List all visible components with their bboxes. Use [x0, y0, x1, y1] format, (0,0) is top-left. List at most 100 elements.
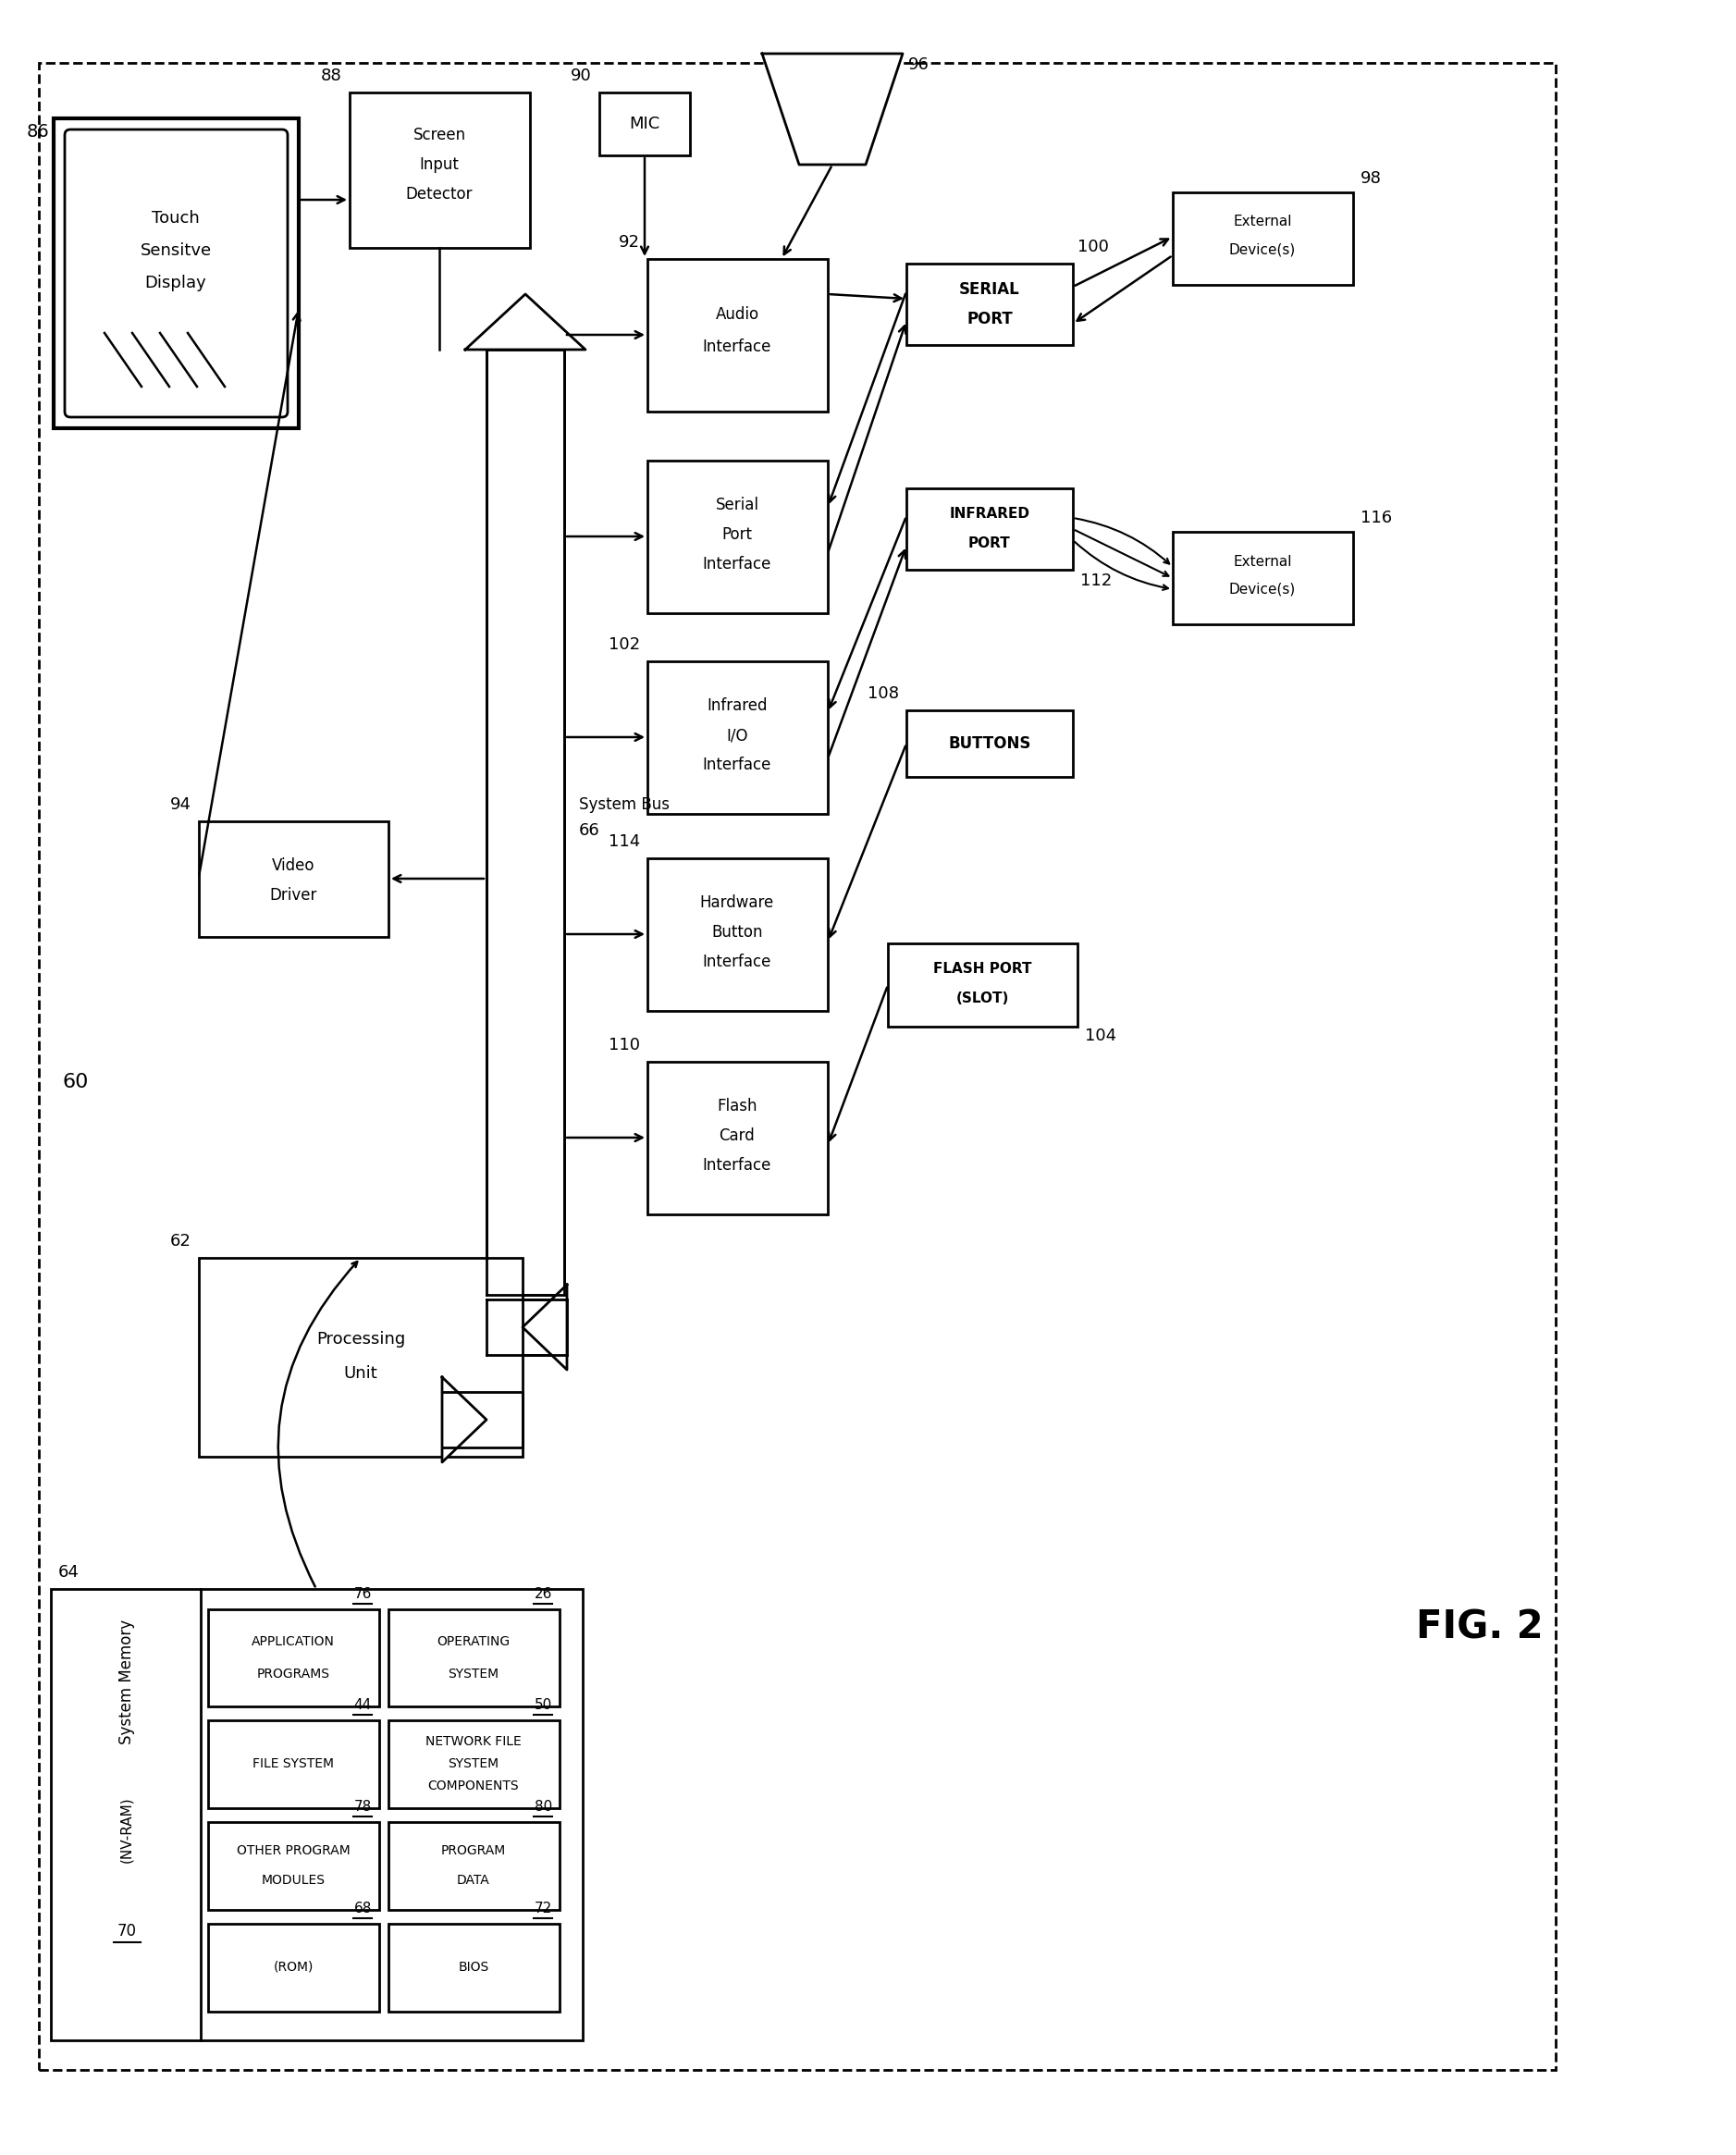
Bar [648, 662, 828, 815]
Text: Screen: Screen [413, 127, 465, 144]
Text: Input: Input [420, 157, 458, 172]
Bar [208, 1720, 378, 1808]
Text: 86: 86 [26, 123, 49, 140]
Text: PROGRAMS: PROGRAMS [257, 1668, 330, 1681]
Text: 66: 66 [580, 823, 601, 838]
Text: (SLOT): (SLOT) [957, 991, 1009, 1006]
Text: 104: 104 [1085, 1028, 1116, 1045]
Text: 110: 110 [609, 1037, 641, 1054]
Bar [200, 1259, 523, 1457]
Text: 100: 100 [1078, 239, 1109, 254]
Text: INFRARED: INFRARED [950, 506, 1029, 522]
Text: Unit: Unit [344, 1364, 378, 1381]
Text: Audio: Audio [715, 306, 759, 323]
Bar [486, 349, 564, 1295]
Text: 98: 98 [1361, 170, 1382, 187]
Text: 96: 96 [908, 56, 929, 73]
Text: 26: 26 [535, 1588, 552, 1601]
Text: 102: 102 [608, 636, 641, 653]
Text: Device(s): Device(s) [1229, 244, 1295, 256]
Text: Interface: Interface [703, 338, 771, 356]
Text: 50: 50 [535, 1698, 552, 1713]
Text: FLASH PORT: FLASH PORT [932, 963, 1031, 976]
Bar [349, 93, 529, 248]
Bar [389, 1720, 559, 1808]
Bar [389, 1821, 559, 1909]
Text: External: External [1233, 216, 1292, 228]
Text: Button: Button [712, 924, 762, 940]
Bar [1174, 532, 1352, 625]
Text: Port: Port [722, 526, 752, 543]
Text: Interface: Interface [703, 556, 771, 573]
Bar [486, 1299, 568, 1355]
Text: OPERATING: OPERATING [437, 1636, 510, 1649]
Bar [389, 1924, 559, 2011]
Text: (NV-RAM): (NV-RAM) [120, 1797, 134, 1862]
Text: Interface: Interface [703, 756, 771, 774]
Text: 116: 116 [1361, 509, 1392, 526]
Text: Processing: Processing [316, 1332, 404, 1347]
Bar [54, 119, 299, 429]
Text: 76: 76 [354, 1588, 372, 1601]
Text: Serial: Serial [715, 496, 759, 513]
Polygon shape [465, 293, 585, 349]
Bar [200, 821, 389, 937]
Text: 60: 60 [62, 1073, 89, 1090]
Text: 70: 70 [116, 1922, 137, 1940]
Text: (ROM): (ROM) [273, 1961, 312, 1974]
Bar [887, 944, 1078, 1026]
Bar [208, 1821, 378, 1909]
Text: NETWORK FILE: NETWORK FILE [425, 1735, 521, 1748]
Text: Sensitve: Sensitve [141, 241, 212, 259]
Text: MIC: MIC [628, 116, 660, 131]
Text: Device(s): Device(s) [1229, 582, 1295, 597]
Bar [648, 259, 828, 412]
Bar [208, 1924, 378, 2011]
Bar [906, 489, 1073, 569]
Text: Hardware: Hardware [700, 894, 774, 912]
Text: 112: 112 [1080, 573, 1113, 588]
Bar [906, 263, 1073, 345]
Text: FIG. 2: FIG. 2 [1417, 1608, 1543, 1646]
Text: BIOS: BIOS [458, 1961, 490, 1974]
Text: Flash: Flash [717, 1097, 757, 1114]
Text: SYSTEM: SYSTEM [448, 1668, 498, 1681]
Text: COMPONENTS: COMPONENTS [429, 1780, 519, 1793]
Text: 62: 62 [170, 1233, 191, 1250]
Bar [648, 461, 828, 614]
Text: MODULES: MODULES [262, 1875, 325, 1888]
Text: 108: 108 [868, 685, 899, 703]
Bar [599, 93, 689, 155]
Bar [648, 1062, 828, 1215]
Text: SERIAL: SERIAL [960, 280, 1021, 297]
Text: 68: 68 [354, 1903, 372, 1916]
Text: System Bus: System Bus [580, 797, 670, 812]
Text: 92: 92 [618, 235, 641, 250]
Polygon shape [443, 1377, 486, 1463]
Bar [50, 1588, 583, 2041]
Text: Driver: Driver [269, 888, 318, 903]
Text: Card: Card [719, 1127, 755, 1144]
Polygon shape [523, 1284, 568, 1371]
Text: Interface: Interface [703, 953, 771, 970]
Text: 64: 64 [59, 1565, 80, 1580]
Bar [1174, 192, 1352, 284]
Bar [38, 62, 1555, 2071]
Text: 44: 44 [354, 1698, 372, 1713]
Text: PROGRAM: PROGRAM [441, 1845, 505, 1858]
Text: OTHER PROGRAM: OTHER PROGRAM [236, 1845, 351, 1858]
Text: SYSTEM: SYSTEM [448, 1756, 498, 1769]
Text: External: External [1233, 554, 1292, 569]
Text: DATA: DATA [457, 1875, 490, 1888]
Text: 72: 72 [535, 1903, 552, 1916]
Text: Interface: Interface [703, 1157, 771, 1174]
Text: Display: Display [144, 274, 207, 291]
Text: I/O: I/O [726, 726, 748, 743]
Text: 80: 80 [535, 1799, 552, 1815]
Text: 78: 78 [354, 1799, 372, 1815]
Bar [389, 1610, 559, 1707]
Text: Detector: Detector [406, 185, 472, 203]
FancyBboxPatch shape [64, 129, 288, 418]
Bar [648, 858, 828, 1011]
Text: PORT: PORT [969, 537, 1010, 552]
